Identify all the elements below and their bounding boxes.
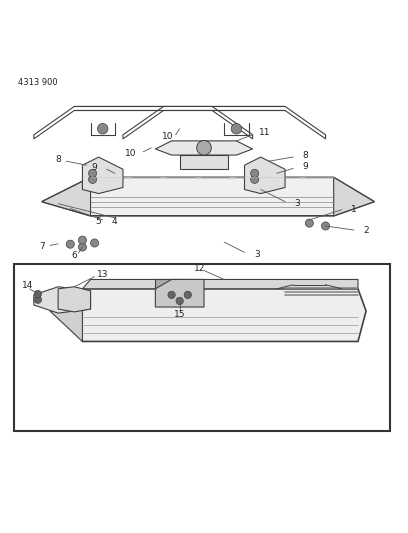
Polygon shape	[155, 279, 204, 307]
Circle shape	[66, 240, 74, 248]
Text: 3: 3	[294, 199, 300, 208]
Circle shape	[34, 290, 42, 298]
Circle shape	[184, 291, 191, 298]
Text: 13: 13	[97, 270, 109, 279]
Circle shape	[89, 175, 97, 183]
FancyBboxPatch shape	[13, 264, 390, 431]
Polygon shape	[334, 177, 374, 216]
Polygon shape	[58, 287, 91, 312]
Polygon shape	[74, 289, 366, 342]
Circle shape	[176, 297, 183, 304]
Text: 14: 14	[22, 281, 33, 290]
Circle shape	[91, 239, 99, 247]
Polygon shape	[34, 287, 91, 313]
Text: 11: 11	[259, 128, 271, 138]
Circle shape	[251, 175, 259, 183]
Text: 5: 5	[96, 217, 102, 227]
Circle shape	[305, 219, 313, 227]
Text: 10: 10	[125, 149, 137, 158]
Circle shape	[322, 222, 330, 230]
Text: 6: 6	[71, 252, 77, 261]
Circle shape	[251, 169, 259, 177]
Text: 7: 7	[39, 242, 45, 251]
Text: 4: 4	[112, 217, 118, 227]
Polygon shape	[155, 279, 188, 289]
Text: 2: 2	[363, 227, 369, 236]
Circle shape	[34, 296, 42, 303]
Text: 9: 9	[302, 161, 308, 171]
Text: 12: 12	[194, 264, 206, 273]
Polygon shape	[50, 289, 82, 342]
Circle shape	[78, 243, 86, 251]
Polygon shape	[82, 157, 123, 193]
Text: 3: 3	[254, 250, 259, 259]
Circle shape	[168, 291, 175, 298]
Text: 8: 8	[55, 155, 61, 164]
Polygon shape	[155, 141, 253, 155]
Polygon shape	[42, 177, 91, 216]
Text: 1: 1	[351, 205, 357, 214]
Text: 8: 8	[302, 150, 308, 159]
Polygon shape	[244, 157, 285, 193]
Circle shape	[197, 141, 211, 155]
Circle shape	[89, 169, 97, 177]
Text: 10: 10	[162, 132, 173, 141]
Polygon shape	[180, 155, 228, 169]
Text: 9: 9	[92, 163, 98, 172]
Circle shape	[78, 236, 86, 244]
Circle shape	[231, 124, 242, 134]
Polygon shape	[42, 177, 374, 216]
Circle shape	[98, 124, 108, 134]
Polygon shape	[82, 279, 358, 289]
Text: 4313 900: 4313 900	[18, 78, 57, 87]
Text: 15: 15	[174, 310, 186, 319]
